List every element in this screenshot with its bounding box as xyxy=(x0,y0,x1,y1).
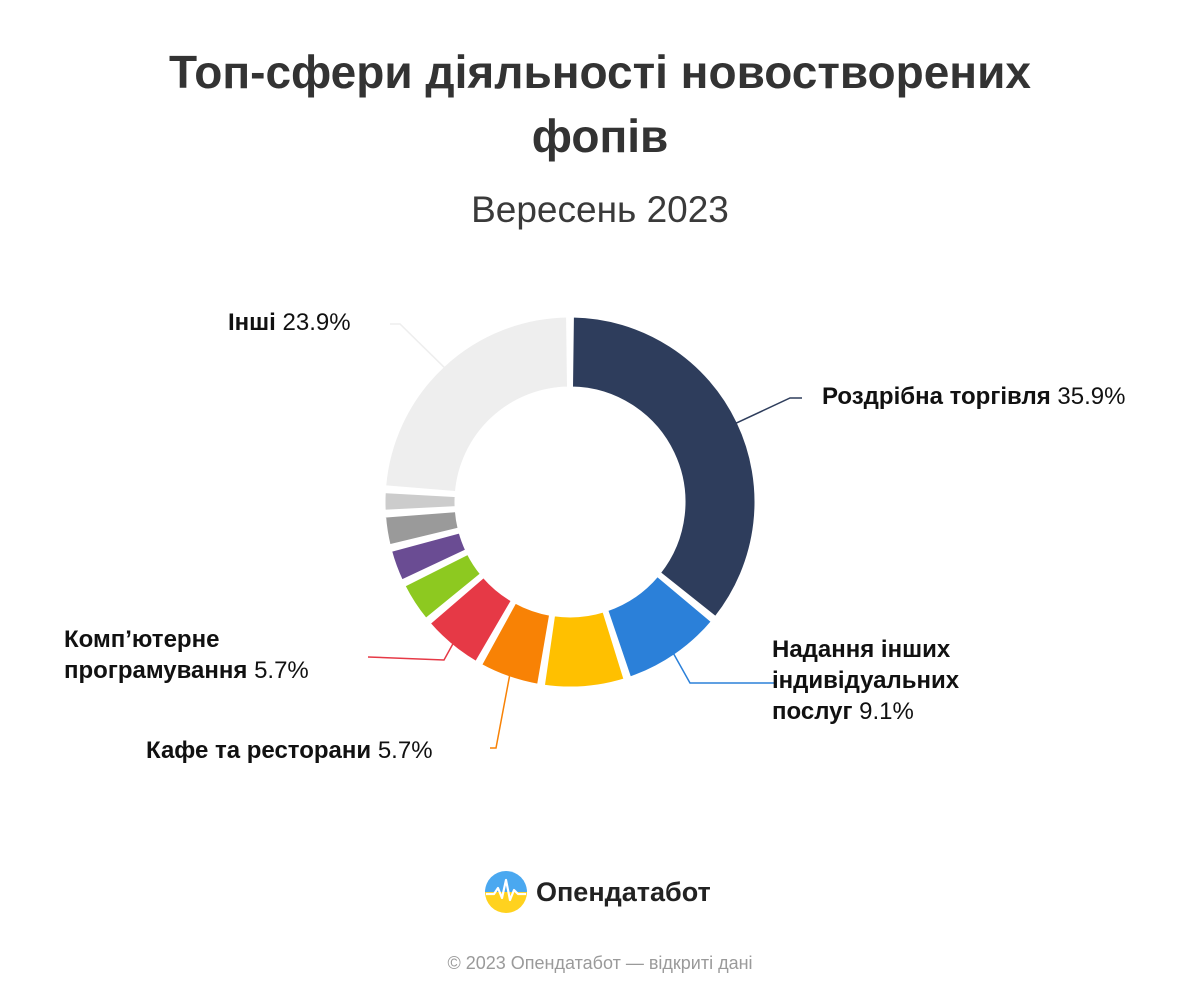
label-other: Інші 23.9% xyxy=(228,307,351,338)
brand: Опендатабот xyxy=(484,868,711,916)
donut-slice-7 xyxy=(383,509,461,548)
leader-line-3 xyxy=(490,673,511,749)
donut-slice-1 xyxy=(605,573,715,680)
label-retail-pct: 35.9% xyxy=(1057,383,1126,410)
label-programming-line1: Комп’ютерне xyxy=(64,626,220,653)
leader-line-1 xyxy=(672,651,776,684)
label-programming: Комп’ютерне програмування 5.7% xyxy=(64,624,309,686)
label-services-line2: індивідуальних xyxy=(772,667,960,694)
footer-copyright: © 2023 Опендатабот — відкриті дані xyxy=(447,953,753,973)
leader-line-4 xyxy=(367,639,456,661)
donut-slice-9 xyxy=(383,314,571,495)
donut-slice-2 xyxy=(541,609,627,690)
label-other-pct: 23.9% xyxy=(282,309,351,336)
label-services-line3: послуг xyxy=(772,698,853,725)
label-other-name: Інші xyxy=(228,309,276,336)
label-cafe: Кафе та ресторани 5.7% xyxy=(146,735,433,766)
brand-name: Опендатабот xyxy=(536,876,711,907)
donut-slice-4 xyxy=(427,574,515,665)
chart-subtitle: Вересень 2023 xyxy=(471,189,729,230)
label-programming-pct: 5.7% xyxy=(254,657,309,684)
donut-slice-0 xyxy=(569,314,758,620)
label-services: Надання інших індивідуальних послуг 9.1% xyxy=(772,634,959,727)
leader-line-0 xyxy=(734,397,802,425)
opendatabot-logo-icon xyxy=(485,871,527,913)
donut-slice-5 xyxy=(402,551,484,622)
leader-line-9 xyxy=(390,323,447,370)
label-programming-line2: програмування xyxy=(64,657,248,684)
label-cafe-pct: 5.7% xyxy=(377,737,433,764)
chart-title: Топ-сфери діяльності новостворених фопів xyxy=(169,46,1031,162)
donut-slice-6 xyxy=(388,530,469,583)
label-retail-name: Роздрібна торгівля xyxy=(822,383,1051,410)
donut-slice-8 xyxy=(382,490,458,513)
label-services-line1: Надання інших xyxy=(772,636,951,663)
label-services-pct: 9.1% xyxy=(859,698,914,725)
donut-slice-3 xyxy=(478,600,553,687)
label-retail: Роздрібна торгівля 35.9% xyxy=(822,381,1125,412)
label-cafe-name: Кафе та ресторани xyxy=(146,737,372,764)
